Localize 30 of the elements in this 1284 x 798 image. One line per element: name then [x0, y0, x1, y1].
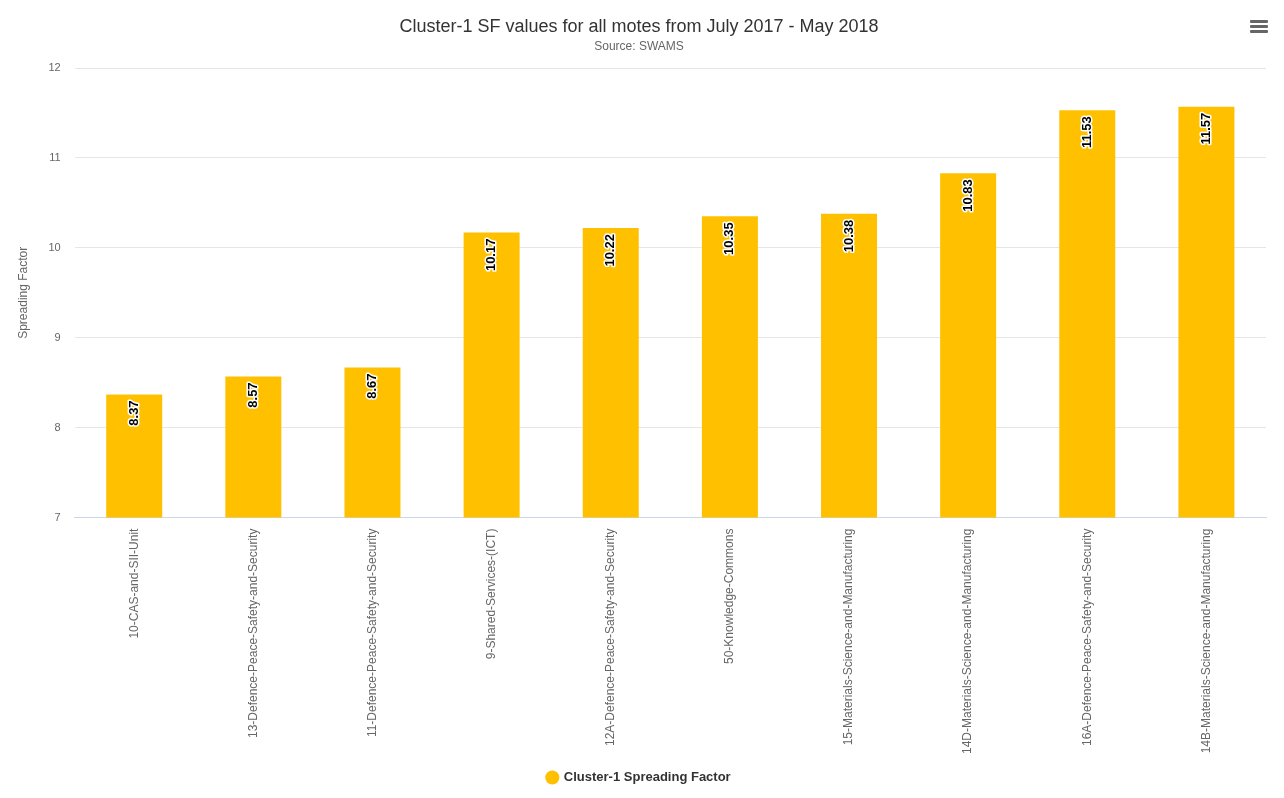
x-tick-label: 13-Defence-Peace-Safety-and-Security: [245, 528, 260, 738]
x-tick-label: 14D-Materials-Science-and-Manufacturing: [960, 528, 975, 754]
legend-label: Cluster-1 Spreading Factor: [563, 769, 731, 785]
y-tick-label: 11: [49, 150, 61, 163]
data-label: 10.35: [721, 222, 737, 255]
x-tick-label: 9-Shared-Services-(ICT): [483, 528, 498, 660]
x-tick-label: 14B-Materials-Science-and-Manufacturing: [1198, 528, 1213, 754]
x-tick-label: 11-Defence-Peace-Safety-and-Security: [364, 528, 379, 738]
data-label: 8.57: [244, 382, 260, 408]
x-tick-label: 16A-Defence-Peace-Safety-and-Security: [1079, 528, 1094, 747]
data-label: 10.38: [840, 219, 856, 253]
data-label: 8.67: [364, 373, 380, 399]
x-tick-label: 12A-Defence-Peace-Safety-and-Security: [603, 528, 618, 747]
y-axis-title: Spreading Factor: [15, 246, 30, 339]
y-tick-label: 12: [48, 61, 61, 74]
data-label: 10.83: [959, 179, 975, 212]
data-label: 10.22: [602, 234, 618, 267]
chart-subtitle: Source: SWAMS: [594, 39, 684, 54]
y-tick-label: 9: [54, 330, 61, 343]
y-tick-label: 8: [54, 420, 61, 433]
data-label: 11.57: [1198, 112, 1214, 145]
y-tick-label: 10: [48, 240, 61, 253]
y-tick-label: 7: [54, 510, 61, 523]
chart-title: Cluster-1 SF values for all motes from July 2017 - May 2018: [399, 15, 879, 36]
data-label: 11.53: [1078, 116, 1094, 149]
data-label: 8.37: [125, 400, 141, 426]
x-tick-label: 10-CAS-and-SII-Unit: [126, 527, 141, 639]
x-tick-label: 15-Materials-Science-and-Manufacturing: [841, 528, 856, 746]
x-tick-label: 50-Knowledge-Commons: [722, 528, 737, 664]
data-label: 10.17: [483, 238, 499, 272]
